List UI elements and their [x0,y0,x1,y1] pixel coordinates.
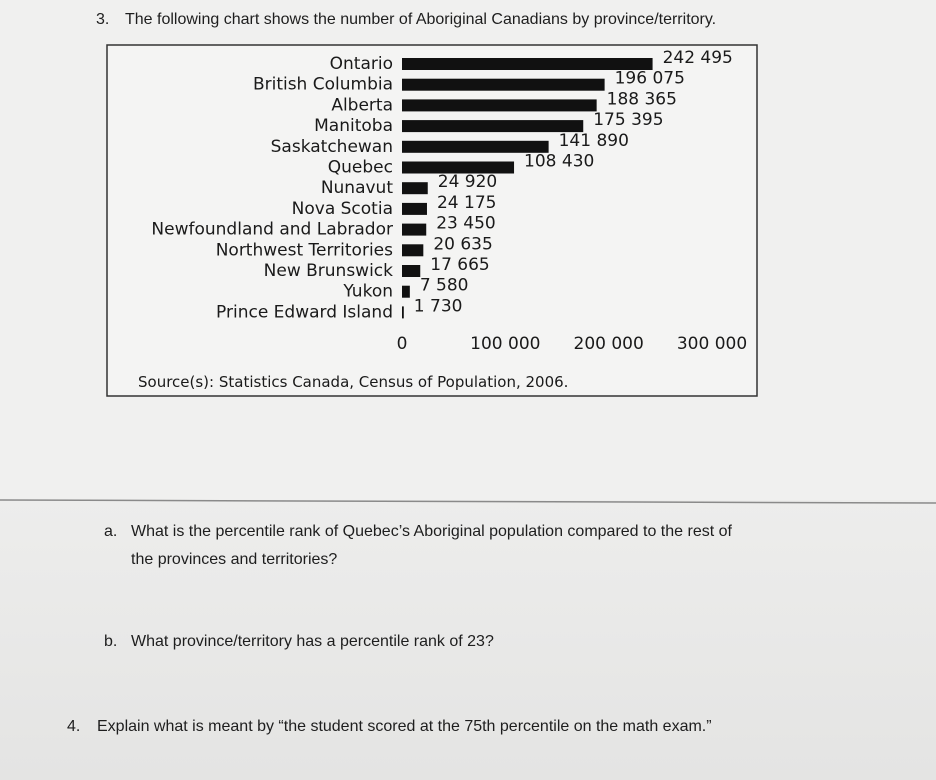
chart-source: Source(s): Statistics Canada, Census of … [138,373,568,391]
value-label: 7 580 [420,276,469,296]
y-tick-label: British Columbia [253,75,393,95]
bar [402,285,410,298]
y-tick-label: Nunavut [321,178,394,198]
question-number: b. [104,633,117,650]
y-tick-label: New Brunswick [264,261,394,281]
value-label: 196 075 [615,69,685,89]
y-tick-label: Quebec [328,158,393,178]
value-label: 108 430 [524,152,594,172]
value-label: 242 495 [663,48,733,68]
y-tick-label: Nova Scotia [292,199,393,219]
question-number: 3. [96,11,109,28]
value-label: 20 635 [433,234,492,254]
x-tick-label: 0 [397,334,408,354]
paper-edge [0,499,936,504]
bar [402,120,584,133]
value-label: 24 175 [437,193,496,213]
question-text: What province/territory has a percentile… [131,633,494,650]
y-tick-label: Newfoundland and Labrador [151,220,393,240]
bar [402,140,549,153]
value-label: 24 920 [438,172,497,192]
question-text: What is the percentile rank of Quebec’s … [131,523,733,540]
bar [402,244,424,257]
value-label: 23 450 [436,214,495,234]
y-tick-label: Northwest Territories [216,240,393,260]
value-label: 1 730 [414,296,463,316]
question-number: 4. [67,718,80,735]
bar [402,58,653,70]
bar [402,99,597,112]
bar [402,223,427,236]
x-tick-label: 300 000 [677,334,747,354]
y-tick-label: Saskatchewan [271,137,393,157]
question-text: Explain what is meant by “the student sc… [97,718,712,735]
value-label: 188 365 [607,89,677,109]
y-tick-label: Prince Edward Island [216,302,393,322]
question-text: the provinces and territories? [131,551,337,568]
y-tick-label: Yukon [342,282,393,302]
value-label: 17 665 [430,255,489,275]
bar [402,202,427,215]
x-tick-label: 200 000 [574,334,644,354]
y-tick-label: Ontario [330,54,393,74]
bar [402,161,515,174]
question-number: a. [104,523,117,540]
y-tick-label: Manitoba [314,116,393,136]
bar [402,182,428,195]
value-label: 175 395 [593,110,663,130]
bar [402,265,421,277]
value-label: 141 890 [559,131,629,151]
x-tick-label: 100 000 [470,334,540,354]
y-tick-label: Alberta [331,95,393,115]
bar [402,306,404,319]
bar [402,78,605,91]
question-text: The following chart shows the number of … [125,11,716,28]
